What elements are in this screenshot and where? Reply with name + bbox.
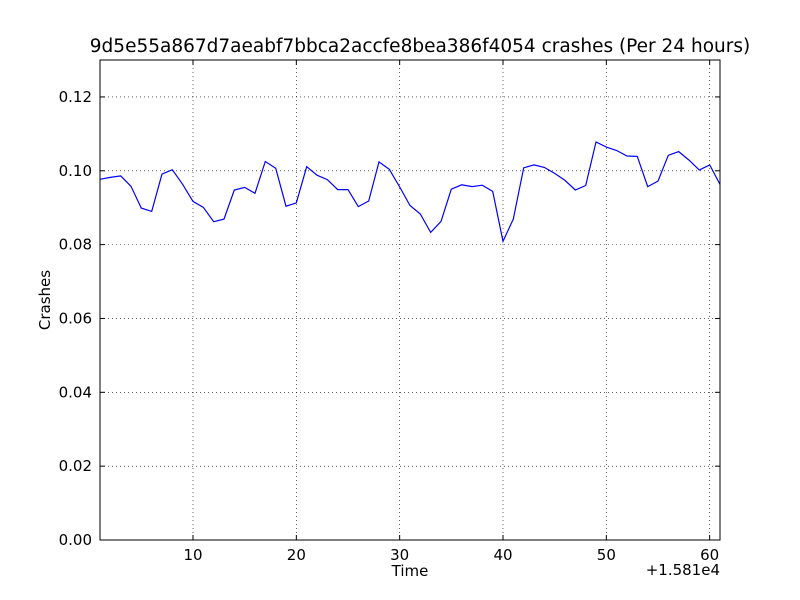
x-tick-label: 30 xyxy=(390,546,409,564)
y-tick-label: 0.02 xyxy=(59,457,92,475)
x-tick-label: 50 xyxy=(597,546,616,564)
plot-frame xyxy=(99,59,721,541)
x-axis-offset-label: +1.581e4 xyxy=(646,561,720,579)
y-tick-label: 0.00 xyxy=(59,531,92,549)
chart-title: 9d5e55a867d7aeabf7bbca2accfe8bea386f4054… xyxy=(90,36,750,57)
series-layer xyxy=(99,141,721,244)
y-tick-label: 0.10 xyxy=(59,162,92,180)
y-tick-label: 0.06 xyxy=(59,309,92,327)
y-tick-label: 0.04 xyxy=(59,383,92,401)
x-tick-label: 10 xyxy=(183,546,202,564)
x-tick-label: 20 xyxy=(287,546,306,564)
axis-ticks: 10 20 30 40 50 60 0.00 0.02 0.04 0.06 0.08 0.10 0.12 xyxy=(59,60,720,564)
y-tick-label: 0.08 xyxy=(59,236,92,254)
y-tick-label: 0.12 xyxy=(59,88,92,106)
series-line-crashes xyxy=(99,141,721,244)
x-tick-label: 60 xyxy=(700,546,719,564)
y-axis-title: Crashes xyxy=(36,270,54,330)
x-axis-title: Time xyxy=(391,562,429,580)
x-tick-label: 40 xyxy=(493,546,512,564)
